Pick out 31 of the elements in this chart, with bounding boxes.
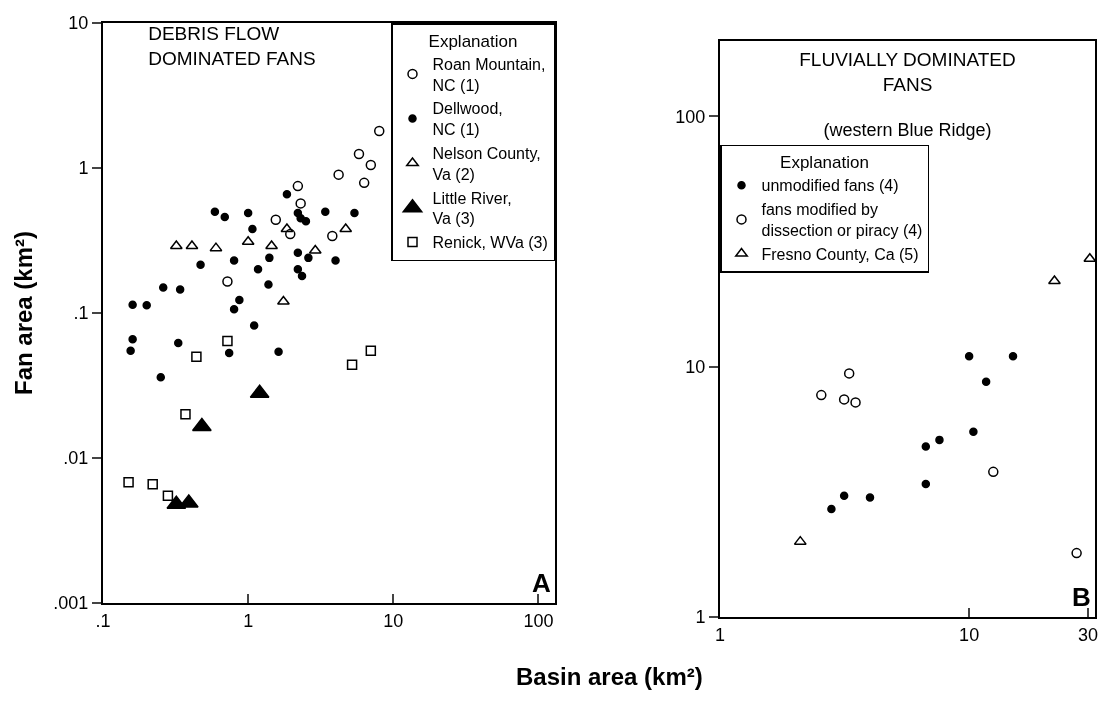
- legend-label: unmodified fans (4): [761, 177, 899, 195]
- legend-label: fans modified by dissection or piracy (4): [761, 201, 923, 240]
- y-tick-label: .001: [53, 593, 89, 614]
- x-tick-label: 1: [243, 610, 254, 631]
- text: (western Blue Ridge): [823, 120, 992, 141]
- x-tick-label: 10: [959, 624, 980, 645]
- annotation: B: [1072, 582, 1091, 612]
- legend-label: Renick, WVa (3): [432, 234, 548, 252]
- x-tick-label: 10: [383, 610, 404, 631]
- annotation: A: [532, 568, 551, 598]
- x-tick-label: .1: [95, 610, 111, 631]
- y-tick-label: 100: [675, 106, 706, 127]
- text: FLUVIALLY DOMINATED FANS: [799, 49, 1016, 95]
- y-axis-title: Fan area (km²): [9, 230, 37, 396]
- text: DEBRIS FLOW DOMINATED FANS: [148, 23, 316, 69]
- y-tick-label: .1: [73, 303, 89, 324]
- legend-label: Roan Mountain, NC (1): [432, 55, 546, 94]
- y-tick-label: 10: [685, 356, 706, 377]
- y-tick-label: .01: [63, 448, 89, 469]
- y-tick-label: 1: [78, 158, 89, 179]
- legend-label: Fresno County, Ca (5): [761, 245, 919, 263]
- x-tick-label: 100: [523, 610, 554, 631]
- x-tick-label: 1: [714, 624, 726, 645]
- legend-label: Dellwood, NC (1): [432, 100, 503, 139]
- x-axis-title: Basin area (km²): [516, 663, 703, 690]
- legend-title: Explanation: [428, 31, 518, 51]
- legend-label: Little River, Va (3): [432, 189, 512, 228]
- legend-title: Explanation: [780, 153, 869, 173]
- y-tick-label: 10: [68, 13, 89, 34]
- legend-label: Nelson County, Va (2): [432, 144, 541, 183]
- x-tick-label: 30: [1078, 624, 1098, 645]
